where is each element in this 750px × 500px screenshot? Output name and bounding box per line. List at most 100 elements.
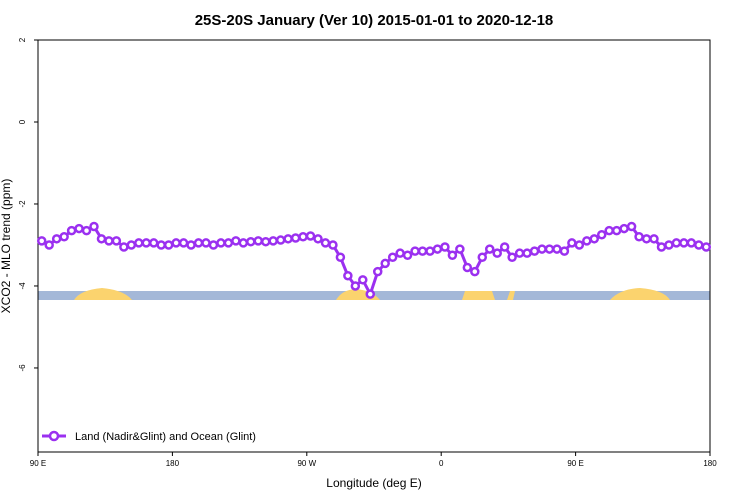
data-point	[372, 266, 383, 277]
data-point	[358, 275, 368, 285]
data-point	[574, 240, 585, 250]
data-point	[36, 236, 47, 246]
data-point	[604, 225, 614, 236]
data-point	[320, 238, 331, 248]
data-point	[365, 289, 376, 299]
data-point	[596, 229, 607, 240]
data-point	[664, 240, 674, 250]
data-point	[380, 258, 390, 269]
x-tick-label: 180	[166, 459, 180, 468]
data-point	[455, 244, 465, 254]
data-point	[89, 221, 99, 232]
data-point	[649, 234, 659, 244]
data-point	[208, 240, 219, 250]
data-point	[111, 236, 122, 246]
data-point	[328, 240, 338, 250]
legend-label: Land (Nadir&Glint) and Ocean (Glint)	[75, 431, 256, 443]
data-point	[305, 231, 316, 241]
data-point	[216, 238, 226, 248]
data-point	[686, 238, 697, 248]
data-point	[201, 238, 211, 248]
data-point	[313, 234, 323, 244]
x-tick-label: 90 W	[297, 459, 316, 468]
series-line	[41, 224, 707, 299]
data-point	[260, 236, 271, 247]
y-tick-label: 2	[18, 37, 27, 42]
data-point	[290, 233, 301, 243]
data-point	[656, 242, 667, 252]
data-point	[694, 240, 704, 250]
data-point	[477, 252, 488, 263]
data-point	[51, 234, 62, 244]
data-point	[343, 270, 353, 281]
data-point	[148, 238, 159, 248]
data-point	[492, 248, 502, 258]
data-point	[350, 281, 361, 291]
data-point	[387, 252, 398, 263]
data-point	[484, 244, 495, 254]
data-point	[156, 240, 166, 250]
legend-marker	[48, 430, 60, 442]
data-point	[425, 246, 435, 256]
data-point	[134, 238, 144, 248]
y-axis-label: XCO2 - MLO trend (ppm)	[0, 179, 13, 314]
land-shape	[462, 291, 495, 300]
data-point	[395, 248, 405, 258]
x-tick-label: 0	[439, 459, 444, 468]
data-point	[44, 240, 54, 250]
land-shape	[507, 291, 515, 300]
y-tick-label: 0	[18, 119, 27, 124]
data-point	[701, 242, 712, 252]
data-point	[447, 250, 458, 260]
data-point	[417, 246, 428, 256]
data-point	[223, 238, 234, 248]
data-point	[462, 262, 473, 273]
data-point	[186, 240, 196, 250]
data-point	[126, 240, 137, 250]
data-point	[619, 223, 629, 234]
land-shape	[74, 288, 132, 300]
data-point	[104, 236, 114, 246]
data-point	[178, 238, 189, 248]
data-point	[470, 266, 480, 277]
data-point	[582, 236, 592, 246]
data-point	[507, 252, 517, 263]
data-point	[626, 221, 637, 232]
data-point	[529, 246, 540, 256]
data-point	[298, 232, 308, 242]
data-point	[634, 232, 644, 242]
data-point	[141, 238, 152, 248]
data-point	[671, 238, 682, 248]
data-point	[402, 250, 413, 260]
data-point	[193, 238, 204, 248]
data-point	[335, 252, 346, 263]
data-point	[163, 240, 174, 250]
data-point	[81, 225, 92, 236]
chart-title: 25S-20S January (Ver 10) 2015-01-01 to 2…	[195, 12, 554, 29]
y-tick-label: -6	[18, 364, 27, 372]
data-point	[238, 238, 249, 248]
data-point	[283, 234, 293, 244]
data-point	[552, 244, 562, 254]
legend: Land (Nadir&Glint) and Ocean (Glint)	[42, 430, 256, 443]
data-point	[275, 235, 286, 245]
x-tick-label: 90 E	[30, 459, 46, 468]
land-shape	[610, 288, 670, 300]
data-point	[96, 234, 107, 244]
data-point	[559, 246, 570, 256]
data-point	[440, 242, 450, 252]
data-point	[567, 238, 577, 248]
y-tick-label: -4	[18, 282, 27, 290]
data-point	[499, 242, 510, 252]
data-point	[59, 232, 69, 242]
x-tick-label: 90 E	[567, 459, 583, 468]
data-point	[66, 225, 77, 236]
data-point	[432, 244, 443, 254]
x-axis-label: Longitude (deg E)	[326, 476, 421, 490]
data-point	[589, 234, 600, 244]
data-point	[544, 244, 555, 254]
data-point	[611, 225, 622, 236]
data-point	[522, 248, 532, 258]
data-point	[246, 236, 256, 247]
